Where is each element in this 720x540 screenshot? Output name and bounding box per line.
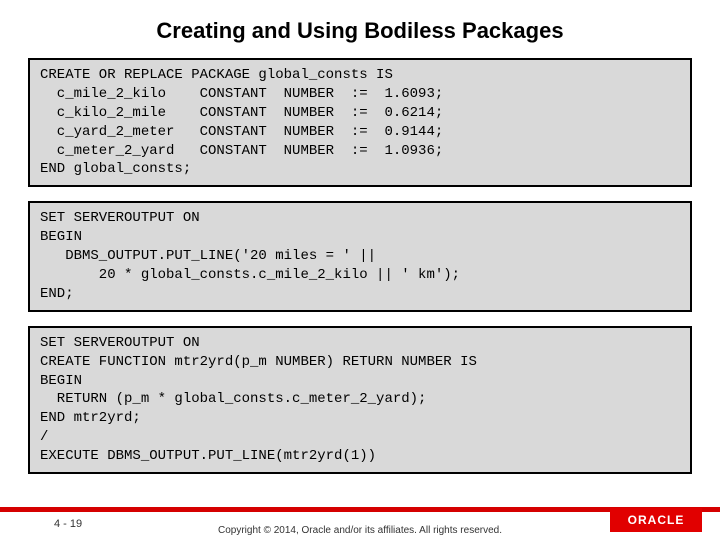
slide-title: Creating and Using Bodiless Packages bbox=[0, 0, 720, 58]
code-block-function: SET SERVEROUTPUT ON CREATE FUNCTION mtr2… bbox=[28, 326, 692, 474]
code-block-anonymous-block: SET SERVEROUTPUT ON BEGIN DBMS_OUTPUT.PU… bbox=[28, 201, 692, 311]
oracle-logo: ORACLE bbox=[610, 508, 702, 532]
content-region: CREATE OR REPLACE PACKAGE global_consts … bbox=[0, 58, 720, 474]
code-block-package-spec: CREATE OR REPLACE PACKAGE global_consts … bbox=[28, 58, 692, 187]
